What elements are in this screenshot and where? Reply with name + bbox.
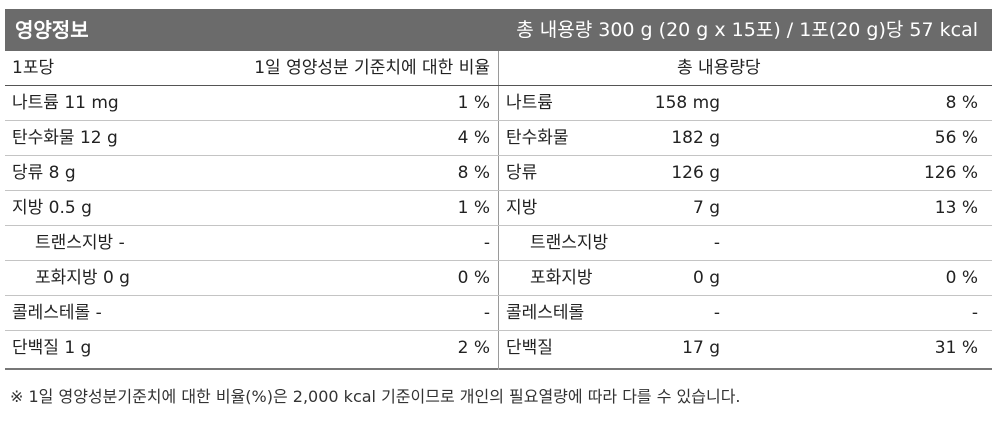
nutrient-name: 콜레스테롤 - bbox=[12, 303, 102, 323]
total-nutrient-name: 나트륨 bbox=[506, 93, 553, 113]
daily-value-percent: 8 % bbox=[457, 163, 490, 183]
nutrient-name: 트랜스지방 - bbox=[35, 233, 125, 253]
nutrition-header: 영양정보 총 내용량 300 g (20 g x 15포) / 1포(20 g)… bbox=[5, 9, 992, 51]
daily-value-percent: 1 % bbox=[457, 93, 490, 113]
table-subheader: 1포당 1일 영양성분 기준치에 대한 비율 총 내용량당 bbox=[5, 51, 992, 86]
daily-value-heading: 1일 영양성분 기준치에 대한 비율 bbox=[254, 58, 490, 78]
total-percent: 13 % bbox=[934, 198, 978, 218]
column-divider bbox=[498, 51, 499, 370]
total-amount: 0 g bbox=[692, 268, 720, 288]
total-amount: 158 mg bbox=[654, 93, 720, 113]
total-percent: 126 % bbox=[923, 163, 978, 183]
table-row: 탄수화물 12 g 4 % 탄수화물 182 g 56 % bbox=[5, 121, 992, 156]
daily-value-percent: 0 % bbox=[457, 268, 490, 288]
nutrient-name: 지방 0.5 g bbox=[12, 198, 92, 218]
nutrient-name: 단백질 1 g bbox=[12, 338, 92, 358]
total-nutrient-name: 포화지방 bbox=[530, 268, 593, 288]
table-row: 지방 0.5 g 1 % 지방 7 g 13 % bbox=[5, 191, 992, 226]
total-amount: - bbox=[713, 233, 720, 253]
total-percent: 56 % bbox=[934, 128, 978, 148]
nutrition-title: 영양정보 bbox=[15, 18, 89, 42]
nutrient-name: 나트륨 11 mg bbox=[12, 93, 119, 113]
daily-value-percent: - bbox=[483, 303, 490, 323]
per-total-heading: 총 내용량당 bbox=[677, 58, 761, 78]
total-nutrient-name: 지방 bbox=[506, 198, 538, 218]
total-nutrient-name: 트랜스지방 bbox=[530, 233, 609, 253]
total-nutrient-name: 탄수화물 bbox=[506, 128, 569, 148]
total-percent: 0 % bbox=[945, 268, 978, 288]
nutrient-name: 당류 8 g bbox=[12, 163, 76, 183]
total-amount: - bbox=[713, 303, 720, 323]
daily-value-percent: 4 % bbox=[457, 128, 490, 148]
total-nutrient-name: 단백질 bbox=[506, 338, 553, 358]
total-percent: 31 % bbox=[934, 338, 978, 358]
total-amount: 182 g bbox=[671, 128, 720, 148]
total-amount: 126 g bbox=[671, 163, 720, 183]
total-nutrient-name: 당류 bbox=[506, 163, 538, 183]
nutrition-table: 1포당 1일 영양성분 기준치에 대한 비율 총 내용량당 나트륨 11 mg … bbox=[5, 51, 992, 370]
table-row: 당류 8 g 8 % 당류 126 g 126 % bbox=[5, 156, 992, 191]
footnote: ※ 1일 영양성분기준치에 대한 비율(%)은 2,000 kcal 기준이므로… bbox=[10, 387, 741, 406]
per-serving-heading: 1포당 bbox=[12, 58, 55, 78]
nutrient-name: 포화지방 0 g bbox=[35, 268, 130, 288]
total-percent: 8 % bbox=[945, 93, 978, 113]
total-nutrient-name: 콜레스테롤 bbox=[506, 303, 585, 323]
table-row: 포화지방 0 g 0 % 포화지방 0 g 0 % bbox=[5, 261, 992, 296]
daily-value-percent: 1 % bbox=[457, 198, 490, 218]
table-row: 단백질 1 g 2 % 단백질 17 g 31 % bbox=[5, 331, 992, 366]
daily-value-percent: - bbox=[483, 233, 490, 253]
total-amount: 7 g bbox=[692, 198, 720, 218]
nutrient-name: 탄수화물 12 g bbox=[12, 128, 118, 148]
daily-value-percent: 2 % bbox=[457, 338, 490, 358]
total-percent: - bbox=[971, 303, 978, 323]
table-row: 나트륨 11 mg 1 % 나트륨 158 mg 8 % bbox=[5, 86, 992, 121]
total-amount: 17 g bbox=[682, 338, 720, 358]
table-row: 트랜스지방 - - 트랜스지방 - bbox=[5, 226, 992, 261]
serving-summary: 총 내용량 300 g (20 g x 15포) / 1포(20 g)당 57 … bbox=[516, 19, 978, 41]
table-row: 콜레스테롤 - - 콜레스테롤 - - bbox=[5, 296, 992, 331]
